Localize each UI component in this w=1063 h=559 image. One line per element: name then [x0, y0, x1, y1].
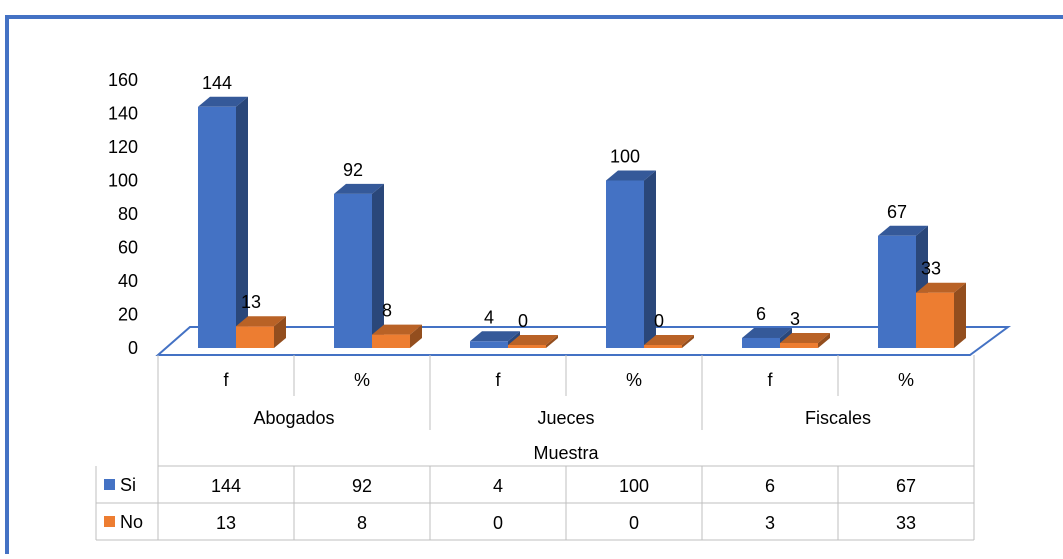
bar-side [274, 316, 286, 348]
sub-category-label: f [223, 370, 229, 390]
bar-top [644, 335, 694, 345]
table-cell: 92 [352, 476, 372, 496]
bar-side [372, 183, 384, 348]
table-cell: 4 [493, 476, 503, 496]
table-cell: 3 [765, 513, 775, 533]
bar-side [644, 170, 656, 348]
bar-side [546, 335, 558, 348]
bar-top [334, 183, 384, 194]
bar-front [470, 341, 508, 348]
data-label: 67 [887, 202, 907, 222]
bar-no-1 [372, 324, 422, 348]
bar-top [780, 332, 830, 343]
data-label: 13 [241, 292, 261, 312]
bar-top [470, 331, 520, 342]
data-table: f% f% f % Abogados Jueces Fiscales Muestra Si 144… [95, 355, 975, 541]
y-tick-label: 20 [118, 305, 138, 325]
bar-front [508, 345, 546, 348]
bar-side [818, 332, 830, 348]
bar-front [236, 326, 274, 348]
y-tick-label: 100 [108, 171, 138, 191]
y-axis: 0 20 40 60 80 100 120 140 160 [108, 70, 138, 358]
data-label: 0 [654, 311, 664, 331]
data-label: 6 [756, 304, 766, 324]
data-label: 8 [382, 301, 392, 321]
bar-top [198, 96, 248, 107]
bar-no-3 [644, 335, 694, 348]
group-label: Abogados [253, 408, 334, 428]
bar-top [372, 324, 422, 335]
bar-no-5 [916, 282, 966, 348]
bar-top [606, 170, 656, 181]
table-cell: 0 [493, 513, 503, 533]
table-cell: 67 [896, 476, 916, 496]
table-cell: 8 [357, 513, 367, 533]
bar-front [334, 193, 372, 348]
bar-top [508, 335, 558, 345]
sub-category-label: f [767, 370, 773, 390]
sub-category-label: f [495, 370, 501, 390]
bar-top [742, 327, 792, 338]
bar-front [878, 235, 916, 348]
data-label: 3 [790, 309, 800, 329]
group-axis-title: Muestra [533, 443, 599, 463]
y-tick-label: 120 [108, 137, 138, 157]
data-label: 100 [610, 147, 640, 167]
bar-si-1 [334, 183, 384, 348]
bar-side [954, 282, 966, 348]
table-cell: 33 [896, 513, 916, 533]
y-tick-label: 40 [118, 271, 138, 291]
data-label: 92 [343, 160, 363, 180]
data-label: 0 [518, 311, 528, 331]
sub-category-label: % [898, 370, 914, 390]
group-label: Jueces [537, 408, 594, 428]
y-tick-label: 160 [108, 70, 138, 90]
table-cell: 0 [629, 513, 639, 533]
sub-category-label: % [354, 370, 370, 390]
legend-key-si [104, 479, 115, 490]
bar-no-2 [508, 335, 558, 348]
data-label: 33 [921, 259, 941, 279]
table-cell: 13 [216, 513, 236, 533]
bar-top [916, 282, 966, 293]
table-cell: 6 [765, 476, 775, 496]
legend-label: Si [120, 475, 136, 495]
bar-top [236, 316, 286, 327]
bar-front [372, 334, 410, 348]
bar-layer [198, 96, 966, 348]
legend-key-no [104, 516, 115, 527]
y-tick-label: 0 [128, 338, 138, 358]
bar-si-3 [606, 170, 656, 348]
bar-no-4 [780, 332, 830, 348]
bar-front [916, 292, 954, 348]
bar-side [410, 324, 422, 348]
data-label: 4 [484, 307, 494, 327]
bar-no-0 [236, 316, 286, 348]
bar-front [606, 180, 644, 348]
table-cell: 100 [619, 476, 649, 496]
table-cell: 144 [211, 476, 241, 496]
y-tick-label: 60 [118, 238, 138, 258]
bar-top [878, 225, 928, 236]
bar-front [198, 106, 236, 348]
y-tick-label: 140 [108, 104, 138, 124]
bar-front [780, 342, 818, 348]
y-tick-label: 80 [118, 204, 138, 224]
bar-front [644, 345, 682, 348]
bar-front [742, 337, 780, 348]
bar-si-0 [198, 96, 248, 348]
data-label: 144 [202, 73, 232, 93]
bar-side [236, 96, 248, 348]
group-label: Fiscales [805, 408, 871, 428]
legend-label: No [120, 512, 143, 532]
bar-side [682, 335, 694, 348]
data-labels: 144 13 92 8 4 0 100 0 6 3 67 33 [202, 73, 941, 331]
sub-category-label: % [626, 370, 642, 390]
